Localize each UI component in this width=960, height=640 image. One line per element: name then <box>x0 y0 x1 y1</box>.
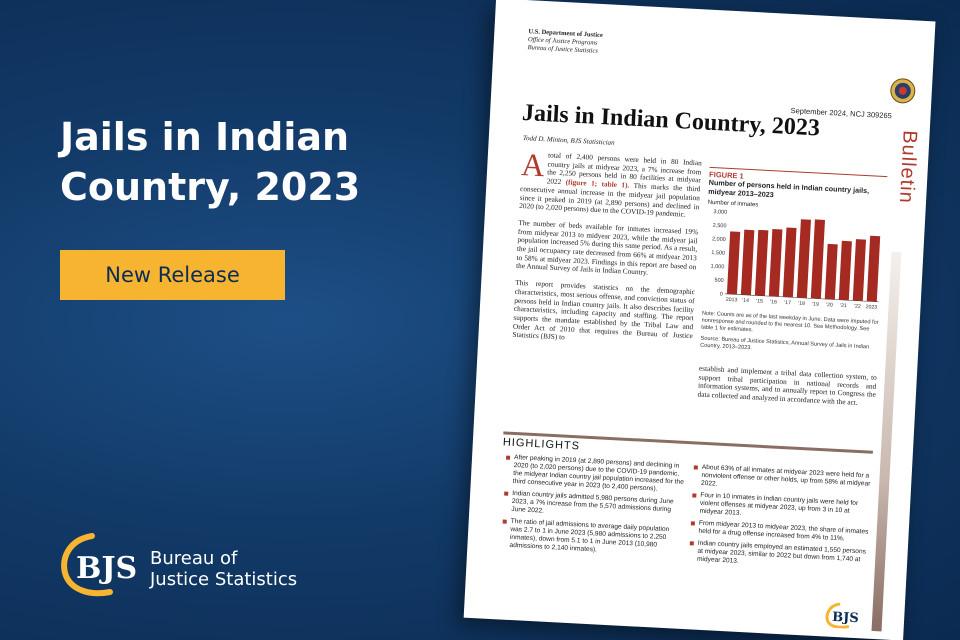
new-release-button[interactable]: New Release <box>60 250 285 300</box>
logo-line-1: Bureau of <box>150 548 238 569</box>
report-author: Todd D. Minton, BJS Statistician <box>522 134 615 147</box>
bar-'20 <box>824 243 838 300</box>
headline: Jails in Indian Country, 2023 <box>60 115 361 209</box>
body-column-2: establish and implement a tribal data co… <box>697 363 878 408</box>
body-column-1: A total of 2,400 persons were held in 80… <box>512 146 702 357</box>
series-label: Bulletin <box>894 129 921 205</box>
figure-1: FIGURE 1 Number of persons held in India… <box>700 166 888 359</box>
y-tick-label: 500 <box>714 278 723 284</box>
logo-mark: BJS <box>76 551 137 586</box>
report-page: U.S. Department of Justice Office of Jus… <box>463 0 936 640</box>
bar-'21 <box>838 240 852 301</box>
bar-'22 <box>852 239 867 302</box>
x-tick-label: '17 <box>784 300 791 306</box>
y-tick-label: 3,000 <box>713 209 727 216</box>
bjs-logo-icon: BJS <box>61 533 137 597</box>
y-tick-label: 2,000 <box>712 236 726 243</box>
bar-2013 <box>726 231 741 295</box>
bar-'19 <box>810 219 825 299</box>
paragraph-2: The number of beds available for inmates… <box>515 217 699 278</box>
doj-seal-icon <box>890 78 916 104</box>
bar-'16 <box>768 228 783 297</box>
bar-'15 <box>754 229 769 296</box>
report-cover: U.S. Department of Justice Office of Jus… <box>463 0 946 640</box>
highlights-right: About 63% of all inmates at midyear 2023… <box>689 463 874 576</box>
highlight-item: Indian country jails employed an estimat… <box>689 539 870 572</box>
highlight-item: The ratio of jail admissions to average … <box>501 517 682 558</box>
logo-line-2: Justice Statistics <box>150 569 298 590</box>
bar-'14 <box>740 229 755 296</box>
highlight-item: Indian country jails admitted 5,980 pers… <box>503 490 684 523</box>
y-tick-label: 2,500 <box>713 223 727 230</box>
bar-'17 <box>782 227 797 298</box>
y-tick-label: 1,000 <box>710 264 724 271</box>
highlight-item: After peaking in 2019 (at 2,890 persons)… <box>505 454 686 495</box>
highlight-item: About 63% of all inmates at midyear 2023… <box>693 463 874 496</box>
highlight-item: Four in 10 inmates in Indian country jai… <box>691 491 872 524</box>
bar-chart: 0 500 1,000 1,500 2,000 2,500 3,000 2013 '14 '15 '… <box>710 209 881 311</box>
x-tick-label: '16 <box>770 299 777 305</box>
x-tick-label: '18 <box>798 301 805 307</box>
x-tick-label: 2013 <box>726 297 738 304</box>
x-tick-label: '22 <box>854 304 861 310</box>
x-tick-label: '19 <box>812 301 819 307</box>
bjs-badge-icon: BJS <box>825 602 859 629</box>
x-tick-label: 2023 <box>866 304 878 311</box>
bar-2023 <box>866 235 881 302</box>
y-tick-label: 0 <box>720 292 723 298</box>
logo-text: Bureau of Justice Statistics <box>150 548 297 590</box>
x-tick-label: '15 <box>756 298 763 304</box>
bar-'18 <box>796 219 811 299</box>
highlights-left: After peaking in 2019 (at 2,890 persons)… <box>501 454 686 563</box>
dropcap: A <box>520 146 546 184</box>
paragraph-3: This report provides statistics on the d… <box>512 277 696 342</box>
badge-text: BJS <box>832 610 859 626</box>
x-tick-label: '14 <box>742 298 749 304</box>
x-tick-label: '21 <box>840 303 847 309</box>
x-tick-label: '20 <box>826 302 833 308</box>
agency-block: U.S. Department of Justice Office of Jus… <box>527 28 603 56</box>
y-tick-label: 1,500 <box>711 250 725 257</box>
paragraph-1: A total of 2,400 persons were held in 80… <box>519 146 702 220</box>
